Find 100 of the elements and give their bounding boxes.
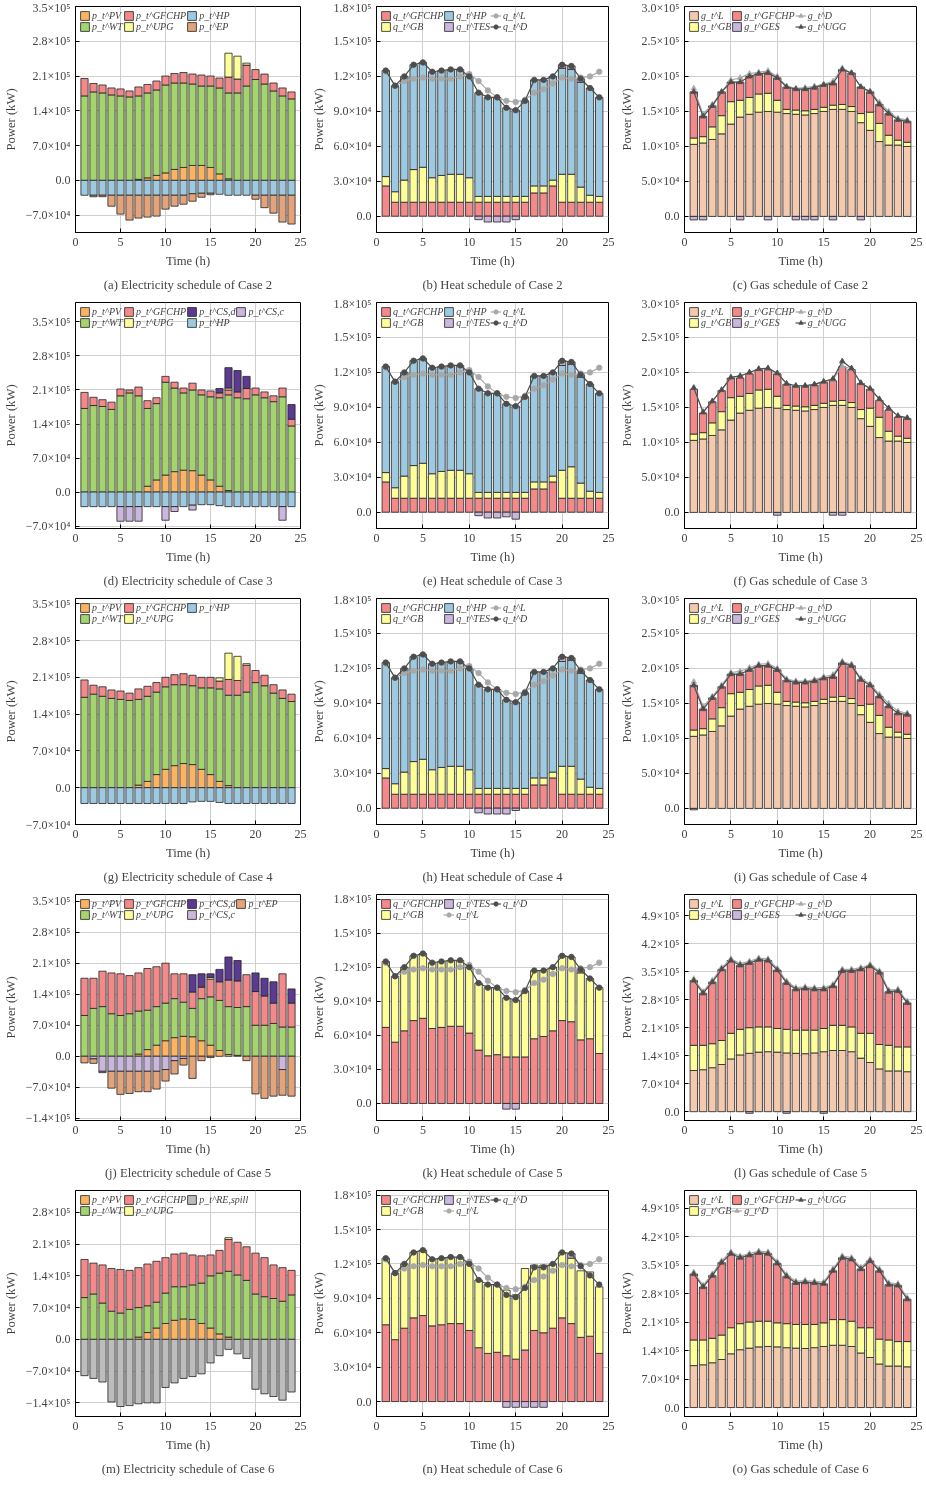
legend-label: g_t^L <box>701 306 725 317</box>
x-tick-label: 25 <box>294 1418 307 1433</box>
x-axis-title: Time (h) <box>778 1437 823 1452</box>
legend-label: q_t^D <box>503 21 529 32</box>
legend-label: g_t^UGG <box>807 317 847 328</box>
y-tick-label: 2.0×10⁵ <box>641 661 680 676</box>
x-tick-label: 5 <box>419 1122 426 1137</box>
y-tick-label: 1.8×10⁵ <box>333 0 372 15</box>
y-tick-label: 1.5×10⁵ <box>333 926 372 941</box>
legend-label: p_t^GFCHP <box>135 10 187 21</box>
y-tick-label: 3.5×10⁵ <box>641 1258 680 1273</box>
x-tick-label: 25 <box>602 1122 615 1137</box>
x-tick-label: 0 <box>72 826 79 841</box>
x-tick-label: 20 <box>864 826 877 841</box>
y-tick-label: −7.0×10⁴ <box>25 1080 71 1095</box>
legend-label: p_t^CS,c <box>248 306 284 317</box>
y-tick-label: 0.0 <box>55 485 71 500</box>
text: (k) Heat schedule of Case 5 <box>422 1165 563 1180</box>
x-tick-label: 0 <box>72 234 79 249</box>
y-tick-label: 1.2×10⁵ <box>333 1256 372 1271</box>
legend-label: g_t^GB <box>701 21 732 32</box>
y-tick-label: 5.0×10⁴ <box>641 470 680 485</box>
y-axis-title: Power (kW) <box>311 1272 326 1335</box>
y-tick-label: 1.0×10⁵ <box>641 435 680 450</box>
y-axis-title: Power (kW) <box>3 384 18 447</box>
text: (h) Heat schedule of Case 4 <box>422 869 564 884</box>
x-tick-label: 5 <box>727 530 734 545</box>
y-axis-title: Power (kW) <box>3 88 18 151</box>
x-tick-label: 10 <box>771 1418 784 1433</box>
x-tick-label: 10 <box>771 530 784 545</box>
x-tick-label: 25 <box>910 234 923 249</box>
x-tick-label: 0 <box>681 826 688 841</box>
x-tick-label: 15 <box>817 826 830 841</box>
legend-label: q_t^TES <box>456 317 490 328</box>
x-tick-label: 25 <box>910 1418 923 1433</box>
y-tick-label: −7.0×10⁴ <box>25 817 71 832</box>
y-tick-label: 1.5×10⁵ <box>333 34 372 49</box>
y-axis-title: Power (kW) <box>619 88 634 151</box>
x-axis-title: Time (h) <box>165 549 211 564</box>
y-tick-label: 3.0×10⁵ <box>641 0 680 15</box>
y-tick-label: 1.5×10⁵ <box>333 1222 372 1237</box>
x-tick-label: 0 <box>373 1122 380 1137</box>
y-tick-label: 2.0×10⁵ <box>641 365 680 380</box>
legend-label: q_t^TES <box>456 1194 490 1205</box>
legend-label: q_t^D <box>503 898 529 909</box>
legend-label: g_t^GFCHP <box>744 1194 795 1205</box>
x-tick-label: 15 <box>817 234 830 249</box>
y-tick-label: 2.1×10⁵ <box>32 956 71 971</box>
x-tick-label: 0 <box>373 826 380 841</box>
x-axis-title: Time (h) <box>165 1437 211 1452</box>
x-tick-label: 0 <box>373 530 380 545</box>
x-tick-label: 25 <box>910 530 923 545</box>
text: (e) Heat schedule of Case 3 <box>422 573 563 588</box>
x-tick-label: 5 <box>419 1418 426 1433</box>
x-tick-label: 25 <box>602 826 615 841</box>
y-tick-label: 1.2×10⁵ <box>333 960 372 975</box>
x-tick-label: 0 <box>681 1122 688 1137</box>
x-tick-label: 15 <box>204 530 217 545</box>
legend-label: p_t^PV <box>92 306 122 317</box>
y-tick-label: 1.2×10⁵ <box>333 69 372 84</box>
y-tick-label: 1.0×10⁵ <box>641 139 680 154</box>
y-tick-label: 1.8×10⁵ <box>333 892 372 907</box>
legend-label: p_t^GFCHP <box>135 1194 187 1205</box>
y-tick-label: 0.0 <box>356 505 372 520</box>
legend-label: p_t^GFCHP <box>135 898 187 909</box>
text: (c) Gas schedule of Case 2 <box>732 277 869 292</box>
x-tick-label: 15 <box>204 1418 217 1433</box>
x-tick-label: 20 <box>556 1418 569 1433</box>
x-tick-label: 0 <box>373 234 380 249</box>
x-tick-label: 10 <box>159 1418 172 1433</box>
legend-label: g_t^GFCHP <box>744 898 795 909</box>
y-tick-label: 0.0 <box>664 801 680 816</box>
y-axis-title: Power (kW) <box>3 976 18 1039</box>
x-tick-label: 20 <box>556 234 569 249</box>
y-tick-label: 0.0 <box>356 1394 372 1409</box>
legend-label: p_t^PV <box>92 10 122 21</box>
x-tick-label: 15 <box>509 1418 522 1433</box>
y-tick-label: 0.0 <box>55 173 71 188</box>
legend-label: g_t^D <box>807 10 833 21</box>
legend-label: p_t^GFCHP <box>135 306 187 317</box>
x-tick-label: 10 <box>159 234 172 249</box>
x-tick-label: 25 <box>602 1418 615 1433</box>
x-tick-label: 25 <box>602 530 615 545</box>
y-tick-label: 6.0×10⁴ <box>333 1028 372 1043</box>
y-tick-label: 1.5×10⁵ <box>333 626 372 641</box>
x-tick-label: 25 <box>294 1122 307 1137</box>
y-tick-label: 9.0×10⁴ <box>333 994 372 1009</box>
x-tick-label: 20 <box>249 1418 262 1433</box>
y-axis-title: Power (kW) <box>3 1272 18 1335</box>
x-tick-label: 0 <box>72 530 79 545</box>
y-tick-label: 2.8×10⁵ <box>32 1205 71 1220</box>
text: (a) Electricity schedule of Case 2 <box>103 277 273 292</box>
y-tick-label: 7.0×10⁴ <box>32 138 71 153</box>
x-tick-label: 10 <box>463 1418 476 1433</box>
legend-label: g_t^UGG <box>807 613 847 624</box>
y-tick-label: 1.8×10⁵ <box>333 1188 372 1203</box>
y-tick-label: 2.1×10⁵ <box>32 69 71 84</box>
y-tick-label: 1.4×10⁵ <box>32 417 71 432</box>
x-tick-label: 15 <box>509 826 522 841</box>
x-tick-label: 20 <box>864 1418 877 1433</box>
